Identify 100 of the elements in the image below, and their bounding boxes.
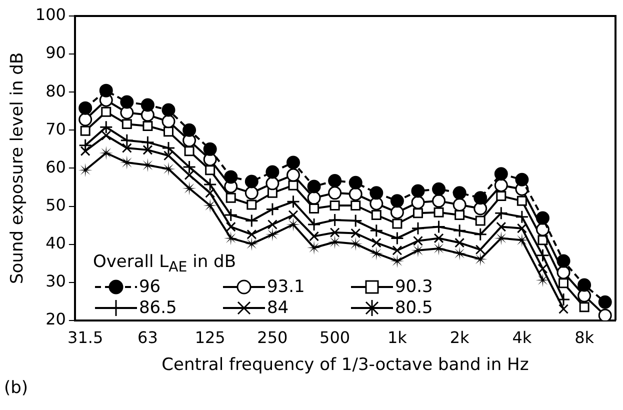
y-tick-label: 50 <box>46 195 66 214</box>
point <box>556 292 570 306</box>
point <box>558 304 569 314</box>
y-tick-label: 90 <box>46 43 66 62</box>
point <box>410 243 425 258</box>
legend-label: 90.3 <box>394 277 433 298</box>
point <box>369 246 384 260</box>
point <box>454 238 465 248</box>
point <box>454 210 465 220</box>
point <box>182 160 196 174</box>
point <box>370 196 384 210</box>
x-tick-label: 500 <box>320 328 350 348</box>
point <box>224 231 238 246</box>
point <box>140 158 155 172</box>
point <box>578 288 592 302</box>
x-axis-title: Central frequency of 1/3-octave band in Hz <box>162 355 529 376</box>
y-tick-label: 30 <box>46 272 66 291</box>
point <box>556 254 570 268</box>
point <box>307 218 321 232</box>
point <box>536 248 550 262</box>
point <box>99 146 114 160</box>
y-tick-label: 40 <box>46 233 66 252</box>
point <box>390 206 404 220</box>
legend-label: 80.5 <box>394 298 433 318</box>
point <box>309 231 320 242</box>
point <box>496 222 506 232</box>
point <box>411 222 425 236</box>
point <box>162 114 176 128</box>
point <box>78 112 92 126</box>
legend-title: Overall L$_{AE}$ in dB <box>92 252 237 276</box>
point <box>101 106 112 117</box>
point <box>162 103 176 117</box>
point <box>120 134 134 148</box>
point <box>307 180 321 194</box>
point <box>578 278 592 292</box>
point <box>392 245 402 256</box>
point <box>244 174 258 188</box>
point <box>558 278 569 288</box>
point <box>328 174 342 188</box>
point <box>286 168 300 182</box>
point <box>120 106 134 120</box>
point <box>184 146 194 156</box>
point <box>434 207 444 218</box>
y-tick-label: 80 <box>46 81 66 100</box>
point <box>515 210 529 224</box>
point <box>203 142 217 156</box>
y-tick-label: 20 <box>46 310 66 329</box>
point <box>348 236 363 251</box>
point <box>246 229 257 240</box>
point <box>246 200 257 210</box>
point <box>475 244 486 255</box>
point <box>266 202 280 216</box>
point <box>122 119 132 130</box>
point <box>350 228 361 238</box>
point <box>205 165 216 176</box>
point <box>370 186 384 200</box>
point <box>120 95 134 109</box>
x-tick-label: 31.5 <box>68 328 104 348</box>
y-tick-label: 60 <box>46 157 66 176</box>
point <box>162 141 176 155</box>
point <box>162 162 176 176</box>
point <box>371 210 382 220</box>
point <box>182 123 196 137</box>
point <box>330 228 340 238</box>
point <box>473 252 488 266</box>
point <box>452 224 466 238</box>
point <box>390 231 404 245</box>
legend-label: 93.1 <box>266 277 305 298</box>
text: (b) <box>4 378 28 398</box>
point <box>371 238 382 248</box>
point <box>120 155 134 170</box>
point <box>411 184 425 198</box>
point <box>579 302 590 312</box>
point <box>475 216 486 226</box>
point <box>452 198 466 212</box>
point <box>288 210 298 220</box>
point <box>99 120 113 134</box>
point <box>328 213 342 227</box>
point <box>452 246 467 260</box>
point <box>328 235 342 250</box>
point <box>452 186 466 200</box>
point <box>78 101 92 115</box>
point <box>516 196 527 206</box>
point <box>494 167 508 181</box>
point <box>328 186 342 200</box>
point <box>244 214 258 228</box>
point <box>370 224 384 238</box>
point <box>142 144 153 155</box>
x-tick-label: 63 <box>138 328 158 348</box>
point <box>164 126 174 137</box>
point <box>266 176 280 190</box>
point <box>536 211 550 225</box>
x-tick-label: 4k <box>512 328 532 348</box>
x-tick-label: 8k <box>574 328 595 348</box>
point <box>474 228 488 242</box>
point <box>348 187 362 201</box>
point <box>412 236 423 246</box>
x-tick-label: 125 <box>194 328 226 348</box>
point <box>392 218 402 229</box>
point <box>412 208 423 218</box>
